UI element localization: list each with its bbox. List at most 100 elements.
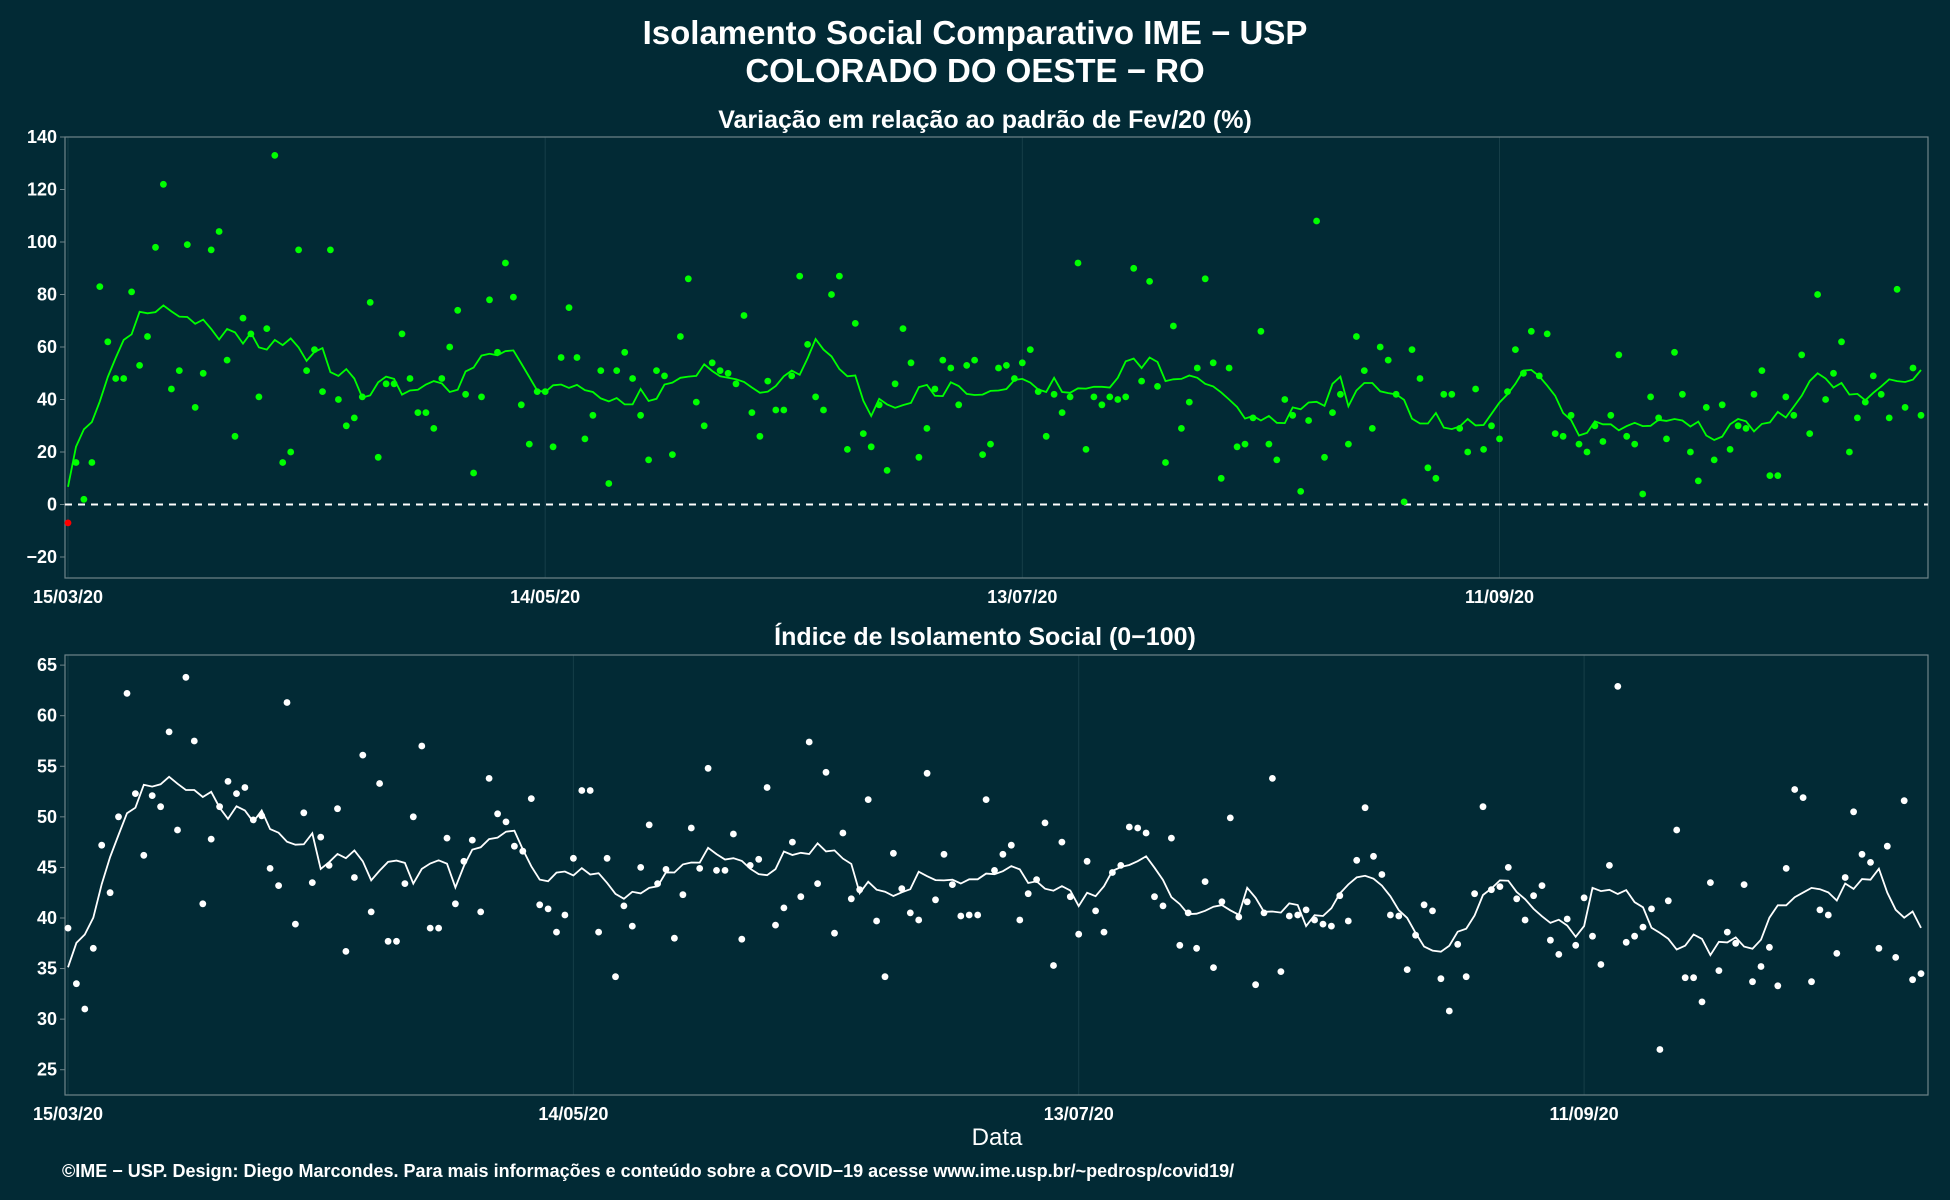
p1-data-point: [1750, 390, 1758, 398]
p2-data-point: [115, 813, 122, 821]
p2-data-point: [367, 908, 375, 916]
x-axis-label: Data: [972, 1124, 1023, 1151]
p2-data-point: [435, 924, 442, 932]
p2-data-point: [89, 944, 97, 952]
p1-data-point: [1655, 414, 1662, 422]
p2-data-point: [1142, 829, 1150, 837]
p1-data-point: [414, 409, 422, 416]
p2-data-point: [570, 854, 577, 862]
panel1-title: Variação em relação ao padrão de Fev/20 …: [718, 106, 1252, 134]
p2-data-point: [384, 937, 392, 945]
p2-data-point: [165, 728, 173, 736]
p2-data-point: [1420, 901, 1428, 909]
p1-data-point: [1520, 369, 1527, 377]
p2-data-point: [1336, 892, 1344, 900]
p2-data-point: [1260, 909, 1268, 917]
p2-y-tick-label: 30: [37, 1009, 57, 1029]
p1-data-point: [1702, 404, 1710, 411]
p2-data-point: [249, 816, 257, 824]
p1-data-point: [342, 422, 350, 430]
p1-y-tick-label: −20: [26, 547, 57, 567]
p2-data-point: [527, 795, 535, 802]
p2-data-point: [1437, 975, 1445, 983]
p2-data-point: [645, 821, 653, 829]
p1-data-point: [557, 354, 565, 361]
p2-data-point: [409, 813, 417, 821]
p2-data-point: [494, 810, 501, 818]
p2-data-point: [1050, 962, 1057, 969]
p2-data-point: [544, 905, 552, 913]
p2-data-point: [1841, 874, 1849, 881]
p2-data-point: [1075, 930, 1083, 938]
p2-data-point: [1597, 961, 1605, 968]
p2-y-tick-label: 25: [37, 1060, 57, 1080]
p1-y-tick-label: 80: [37, 285, 57, 305]
p1-data-point: [398, 330, 406, 338]
p2-data-point: [873, 917, 880, 925]
p1-data-point: [1273, 456, 1281, 464]
p1-data-point: [669, 451, 676, 458]
p1-data-point: [1535, 372, 1543, 380]
p1-data-point: [136, 362, 144, 369]
p1-y-tick-label: 0: [47, 495, 57, 515]
p2-data-point: [1538, 882, 1546, 889]
p2-data-point: [881, 973, 889, 981]
p2-data-point: [207, 835, 215, 843]
p2-data-point: [199, 900, 207, 908]
p1-data-point: [374, 453, 382, 461]
p1-data-point: [1782, 393, 1790, 401]
panel1-plot: 15/03/20 14/05/20 13/07/20 11/09/20 −20 0 20 40…: [26, 127, 1929, 607]
p2-data-point: [342, 948, 350, 955]
p2-data-point: [233, 790, 240, 797]
p1-data-point: [382, 380, 390, 388]
p2-data-point: [1378, 871, 1386, 878]
p1-data-point: [1893, 285, 1901, 293]
p2-data-point: [1875, 944, 1883, 952]
p2-data-point: [1917, 970, 1925, 977]
p2-data-point: [1715, 967, 1723, 974]
p1-data-point: [915, 453, 923, 461]
p2-data-point: [1285, 912, 1293, 920]
p2-data-point: [847, 895, 855, 903]
p1-data-point: [358, 393, 366, 401]
p2-data-point: [578, 787, 586, 794]
p2-data-point: [1235, 913, 1243, 921]
p2-data-point: [1033, 876, 1040, 883]
p2-data-point: [64, 924, 72, 932]
p1-data-point: [1710, 456, 1718, 464]
p2-data-point: [637, 864, 645, 871]
p1-data-point: [589, 411, 597, 419]
p1-data-point: [1543, 330, 1551, 338]
p2-data-point: [940, 850, 948, 858]
p2-data-point: [1614, 683, 1622, 690]
p2-data-point: [241, 784, 249, 791]
p2-data-point: [713, 867, 720, 874]
p2-data-point: [426, 924, 434, 932]
p1-data-point: [80, 495, 88, 503]
p1-data-point: [613, 367, 621, 374]
p1-data-point: [867, 443, 875, 451]
p1-data-point: [1058, 409, 1066, 416]
p1-data-point: [1575, 440, 1583, 448]
p2-data-point: [1462, 973, 1470, 981]
p1-data-point: [366, 299, 374, 306]
p1-data-point: [581, 435, 589, 443]
p2-data-point: [957, 912, 965, 920]
p1-data-point: [1854, 414, 1861, 422]
p1-data-point: [327, 246, 334, 254]
p2-data-point: [292, 920, 299, 928]
p1-data-point: [684, 275, 692, 283]
p1-data-point: [1424, 464, 1432, 472]
p1-data-point: [350, 414, 358, 422]
p1-data-point: [1774, 472, 1782, 479]
p1-data-point: [1607, 411, 1615, 419]
p1-data-point: [319, 388, 326, 395]
p2-data-point: [1117, 862, 1125, 869]
p1-data-point: [1480, 446, 1487, 453]
p1-data-point: [1694, 477, 1702, 485]
p2-data-point: [308, 879, 316, 886]
p2-data-point: [1319, 920, 1327, 928]
p2-data-point: [1816, 906, 1824, 914]
p1-data-point: [716, 367, 724, 374]
p1-data-point: [438, 375, 446, 382]
